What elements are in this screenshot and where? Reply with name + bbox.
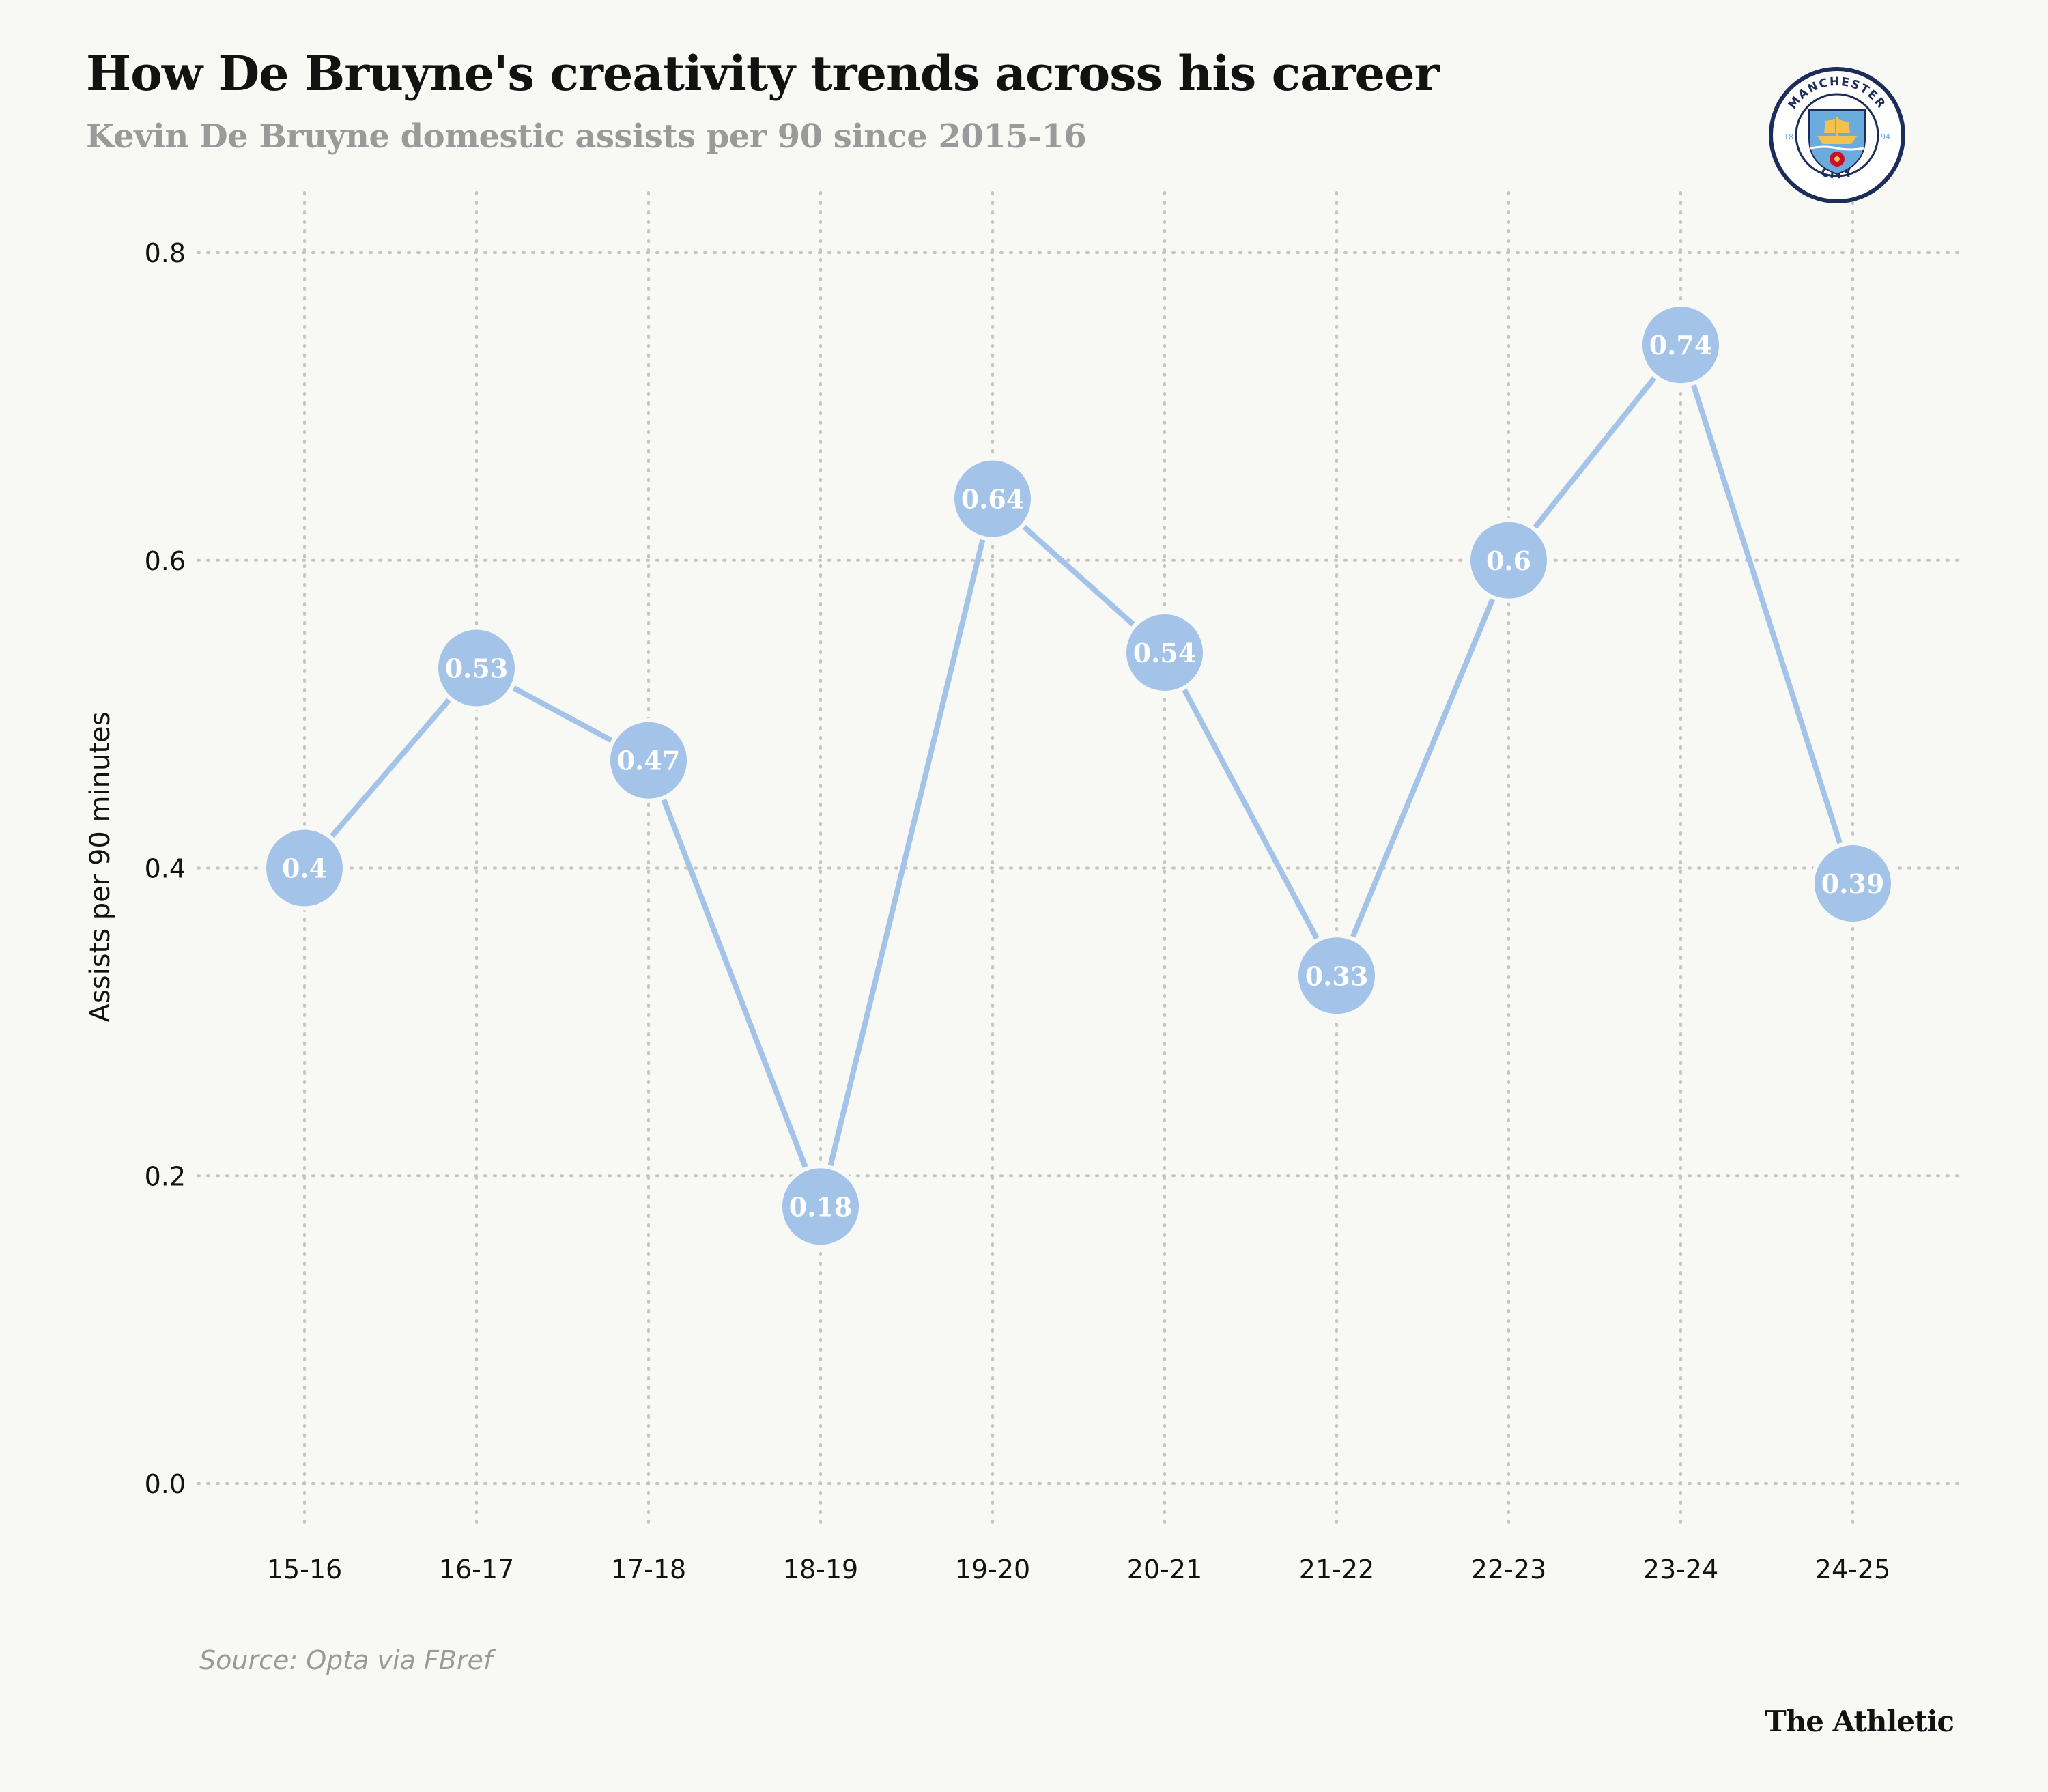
data-label: 0.39 — [1821, 868, 1885, 899]
x-tick-label: 19-20 — [955, 1554, 1030, 1584]
data-point — [1298, 937, 1375, 1014]
data-point — [438, 629, 515, 707]
series-line — [302, 342, 1855, 1210]
y-tick-label: 0.8 — [145, 238, 186, 268]
data-label: 0.33 — [1305, 961, 1369, 991]
data-label: 0.4 — [282, 853, 327, 884]
data-point-layer: 0.4 0.53 0.47 0.18 0.64 0.54 0.33 0.6 0.74 0.39 — [262, 302, 1895, 1249]
brand-wordmark: The Athletic — [1765, 1705, 1954, 1738]
axis-layer: 0.0 0.2 0.4 0.6 0.8 15-16 16-17 17-18 18-19 19-20… — [145, 238, 1891, 1584]
x-tick-label: 21-22 — [1299, 1554, 1374, 1584]
crest-year-left: 18 — [1784, 132, 1793, 141]
chart-subtitle: Kevin De Bruyne domestic assists per 90 … — [86, 117, 1087, 156]
data-point — [782, 1168, 859, 1245]
crest-year-right: 94 — [1881, 132, 1890, 141]
data-point — [1642, 307, 1719, 384]
x-tick-label: 22-23 — [1471, 1554, 1546, 1584]
data-label: 0.6 — [1486, 545, 1531, 576]
data-point — [1126, 614, 1203, 691]
data-label: 0.64 — [961, 484, 1025, 515]
x-tick-label: 15-16 — [267, 1554, 342, 1584]
source-note: Source: Opta via FBref — [199, 1645, 493, 1675]
y-tick-label: 0.4 — [145, 854, 186, 884]
y-tick-label: 0.6 — [145, 546, 186, 576]
y-tick-label: 0.0 — [145, 1469, 186, 1499]
data-label: 0.54 — [1133, 638, 1197, 668]
x-tick-label: 17-18 — [611, 1554, 686, 1584]
data-point — [266, 829, 343, 907]
manchester-city-crest-icon: MANCHESTER CITY 18 94 — [1767, 65, 1907, 205]
data-label: 0.53 — [445, 653, 509, 684]
data-point — [610, 722, 687, 799]
y-axis-label: Assists per 90 minutes — [85, 712, 116, 1023]
data-label: 0.18 — [789, 1191, 853, 1222]
x-tick-label: 24-25 — [1815, 1554, 1890, 1584]
x-tick-label: 23-24 — [1643, 1554, 1718, 1584]
data-label: 0.74 — [1649, 330, 1713, 360]
x-tick-label: 18-19 — [783, 1554, 858, 1584]
data-label: 0.47 — [617, 745, 681, 776]
x-tick-label: 16-17 — [439, 1554, 514, 1584]
x-tick-label: 20-21 — [1127, 1554, 1202, 1584]
y-tick-label: 0.2 — [145, 1161, 186, 1191]
data-point — [1470, 522, 1547, 599]
grid-layer — [197, 191, 1967, 1531]
chart-title: How De Bruyne's creativity trends across… — [86, 45, 1439, 102]
data-point — [1815, 845, 1891, 922]
data-point — [954, 460, 1031, 537]
series-line-layer — [302, 342, 1855, 1210]
